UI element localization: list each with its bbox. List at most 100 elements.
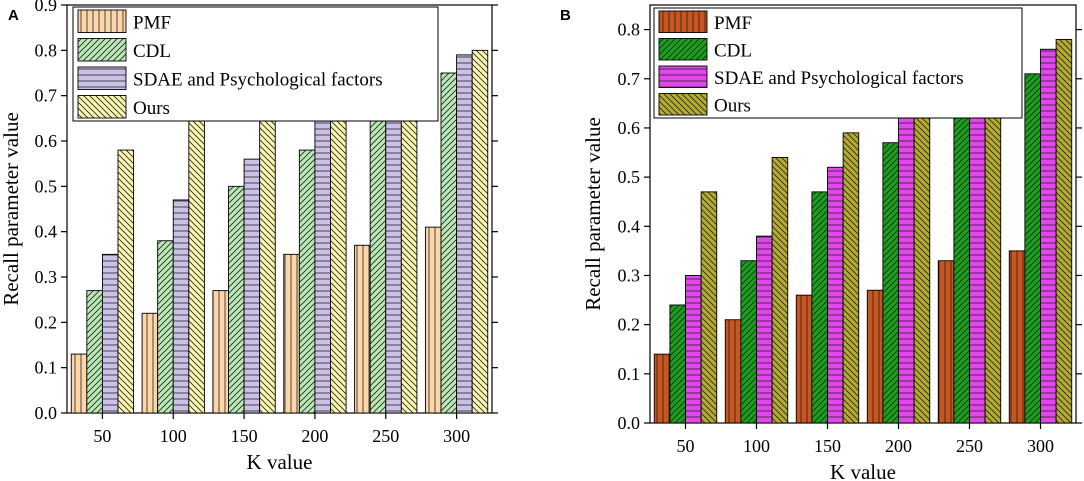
bar-ours-200 [330, 81, 347, 414]
y-tick-label: 0.1 [35, 358, 58, 378]
legend-swatch [658, 65, 708, 88]
bar-ours-300 [471, 49, 489, 414]
bar-ours-50 [700, 191, 718, 424]
legend-box [653, 7, 1023, 119]
bar-ours-250 [984, 68, 1002, 424]
y-tick-label: 0.3 [618, 265, 641, 285]
bar-ours-100 [188, 113, 205, 414]
bar-sdae-and-psychological-factors-250 [969, 73, 986, 424]
x-tick-label: 300 [1027, 436, 1054, 456]
bar-sdae-and-psychological-factors-250 [385, 81, 402, 414]
y-tick-label: 0.8 [618, 20, 641, 40]
bar-sdae-and-psychological-factors-50 [685, 275, 702, 424]
bar-pmf-100 [724, 319, 742, 424]
y-tick-label: 0.2 [35, 312, 58, 332]
bar-ours-200 [913, 93, 931, 424]
bar-cdl-50 [669, 304, 686, 424]
y-tick-label: 0.2 [618, 315, 641, 335]
y-tick-label: 0.5 [618, 167, 641, 187]
y-axis-title: Recall parameter value [0, 112, 23, 306]
bar-cdl-100 [740, 260, 757, 424]
bar-pmf-150 [212, 290, 229, 414]
y-tick-label: 0.5 [35, 176, 58, 196]
legend-label: SDAE and Psychological factors [714, 68, 964, 89]
x-tick-label: 200 [885, 436, 912, 456]
legend-label: SDAE and Psychological factors [133, 69, 383, 90]
x-tick-label: 200 [301, 426, 328, 446]
plot-frame [66, 4, 493, 414]
bar-cdl-300 [1024, 73, 1041, 424]
bar-pmf-50 [70, 353, 88, 414]
chart-panel-a: A 0.0 0.1 0.2 0.3 0.4 0.5 0.6 0.7 0.8 0.9 50 100 150 2… [0, 0, 498, 474]
legend-swatch [77, 38, 127, 62]
bar-cdl-300 [440, 72, 458, 414]
bar-sdae-and-psychological-factors-150 [827, 166, 844, 424]
legend-label: CDL [133, 41, 171, 62]
bar-cdl-150 [811, 191, 828, 424]
bar-pmf-200 [866, 289, 884, 424]
bar-sdae-and-psychological-factors-200 [898, 102, 915, 424]
bar-ours-150 [842, 132, 860, 424]
y-tick-label: 0.1 [618, 364, 641, 384]
bar-pmf-250 [354, 244, 371, 414]
bar-sdae-and-psychological-factors-100 [172, 199, 190, 414]
y-tick-label: 0.7 [35, 86, 58, 106]
y-tick-label: 0.4 [618, 216, 641, 236]
bar-pmf-50 [653, 353, 671, 424]
bar-sdae-and-psychological-factors-300 [456, 54, 473, 414]
plot-frame [649, 4, 1077, 424]
x-tick-label: 250 [372, 426, 399, 446]
y-tick-label: 0.3 [35, 267, 58, 287]
x-tick-label: 100 [743, 436, 770, 456]
bar-ours-100 [771, 156, 789, 424]
bar-ours-250 [400, 72, 418, 414]
legend-label: PMF [714, 13, 752, 34]
x-tick-label: 100 [160, 426, 187, 446]
legend-box [72, 6, 439, 122]
y-tick-label: 0.0 [618, 413, 641, 433]
bar-pmf-150 [795, 294, 813, 424]
legend-label: CDL [714, 40, 752, 61]
panel-label: A [8, 7, 19, 24]
bar-pmf-300 [424, 226, 442, 414]
y-tick-label: 0.6 [35, 131, 58, 151]
y-tick-label: 0.6 [618, 118, 641, 138]
bar-pmf-300 [1008, 250, 1026, 424]
bar-ours-300 [1055, 38, 1073, 424]
legend-swatch [77, 95, 127, 119]
bar-pmf-100 [141, 312, 159, 414]
bar-cdl-50 [86, 290, 103, 414]
bar-pmf-200 [283, 253, 300, 414]
legend-label: Ours [714, 95, 751, 116]
bar-sdae-and-psychological-factors-50 [101, 253, 119, 414]
legend-swatch [77, 66, 127, 90]
bar-cdl-100 [157, 240, 174, 414]
y-tick-label: 0.4 [35, 222, 58, 242]
x-tick-label: 250 [956, 436, 983, 456]
legend-label: PMF [133, 12, 171, 33]
x-axis-title: K value [830, 460, 896, 481]
y-tick-label: 0.9 [35, 0, 58, 15]
bar-cdl-200 [882, 142, 899, 424]
bar-cdl-200 [298, 149, 316, 414]
bar-ours-50 [117, 149, 135, 414]
x-tick-label: 50 [677, 436, 695, 456]
x-tick-label: 150 [231, 426, 258, 446]
x-axis-title: K value [247, 450, 313, 474]
y-tick-label: 0.7 [618, 69, 641, 89]
legend-swatch [658, 93, 708, 116]
legend-label: Ours [133, 98, 170, 119]
bar-sdae-and-psychological-factors-300 [1040, 48, 1057, 424]
bar-cdl-150 [228, 185, 245, 414]
x-tick-label: 300 [443, 426, 470, 446]
bar-pmf-250 [937, 260, 955, 424]
legend-swatch [658, 38, 708, 61]
y-tick-label: 0.8 [35, 40, 58, 60]
bar-sdae-and-psychological-factors-200 [314, 108, 331, 414]
y-tick-label: 0.0 [35, 403, 58, 423]
legend-swatch [658, 10, 708, 33]
bar-ours-150 [259, 104, 276, 414]
bar-cdl-250 [369, 104, 387, 414]
bar-sdae-and-psychological-factors-100 [756, 235, 773, 424]
